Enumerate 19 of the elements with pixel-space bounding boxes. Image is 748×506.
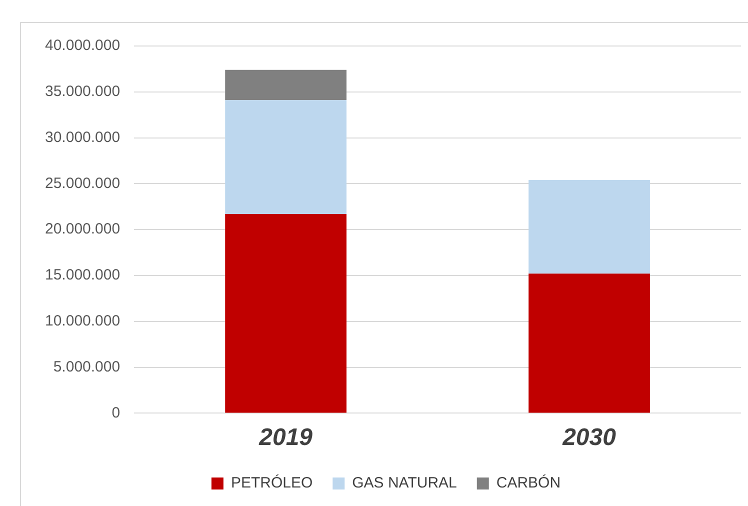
legend-label: GAS NATURAL <box>352 474 457 492</box>
y-tick-label: 10.000.000 <box>44 312 120 330</box>
legend-label: PETRÓLEO <box>230 474 313 492</box>
y-tick-label: 5.000.000 <box>53 358 120 376</box>
bar <box>528 180 650 274</box>
bar <box>225 214 346 413</box>
x-tick-label: 2030 <box>562 424 617 452</box>
y-tick-label: 20.000.000 <box>44 220 120 238</box>
bar <box>225 100 346 214</box>
legend-label: CARBÓN <box>496 474 561 492</box>
x-tick-label: 2019 <box>258 424 314 452</box>
y-tick-label: 30.000.000 <box>44 128 120 146</box>
y-tick-label: 40.000.000 <box>44 37 120 54</box>
y-tick-label: 15.000.000 <box>44 266 120 284</box>
bar <box>225 70 346 100</box>
y-tick-label: 35.000.000 <box>44 83 120 100</box>
bar <box>528 274 650 413</box>
y-tick-label: 25.000.000 <box>44 174 120 192</box>
y-tick-label: 0 <box>112 404 120 422</box>
